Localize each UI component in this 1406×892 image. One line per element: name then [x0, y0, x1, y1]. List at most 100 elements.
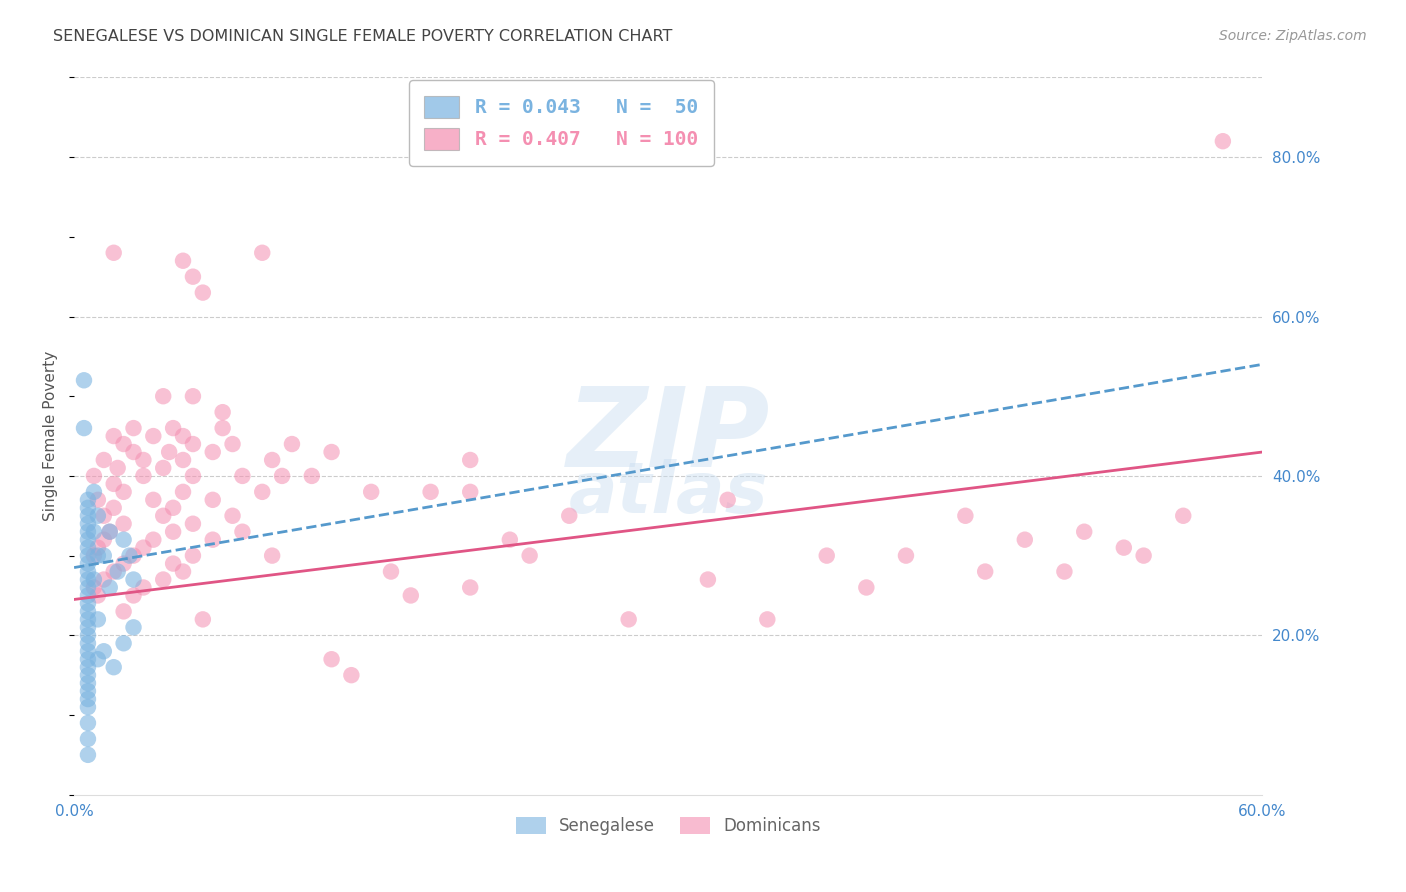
Point — [77, 500, 100, 515]
Point — [87, 612, 110, 626]
Point — [162, 421, 184, 435]
Point — [98, 581, 121, 595]
Point — [152, 573, 174, 587]
Point — [181, 469, 204, 483]
Point — [252, 484, 274, 499]
Point — [93, 573, 115, 587]
Point — [974, 565, 997, 579]
Point — [87, 652, 110, 666]
Point — [122, 589, 145, 603]
Point — [77, 700, 100, 714]
Point — [87, 492, 110, 507]
Text: SENEGALESE VS DOMINICAN SINGLE FEMALE POVERTY CORRELATION CHART: SENEGALESE VS DOMINICAN SINGLE FEMALE PO… — [53, 29, 673, 44]
Point — [157, 445, 180, 459]
Point — [756, 612, 779, 626]
Point — [172, 484, 194, 499]
Point — [617, 612, 640, 626]
Point — [696, 573, 718, 587]
Legend: Senegalese, Dominicans: Senegalese, Dominicans — [508, 809, 830, 844]
Point — [855, 581, 877, 595]
Point — [162, 500, 184, 515]
Point — [1073, 524, 1095, 539]
Point — [1173, 508, 1195, 523]
Point — [1053, 565, 1076, 579]
Point — [172, 453, 194, 467]
Point — [77, 652, 100, 666]
Point — [77, 557, 100, 571]
Point — [107, 461, 129, 475]
Point — [77, 612, 100, 626]
Point — [172, 565, 194, 579]
Point — [152, 389, 174, 403]
Point — [152, 508, 174, 523]
Point — [112, 636, 135, 650]
Point — [458, 484, 481, 499]
Point — [221, 508, 243, 523]
Point — [77, 668, 100, 682]
Point — [252, 245, 274, 260]
Point — [211, 405, 233, 419]
Point — [77, 604, 100, 618]
Point — [93, 533, 115, 547]
Point — [112, 516, 135, 531]
Point — [103, 660, 125, 674]
Point — [103, 500, 125, 515]
Point — [98, 524, 121, 539]
Point — [399, 589, 422, 603]
Point — [152, 461, 174, 475]
Point — [262, 549, 284, 563]
Point — [301, 469, 323, 483]
Point — [132, 541, 155, 555]
Point — [172, 253, 194, 268]
Point — [380, 565, 402, 579]
Point — [87, 549, 110, 563]
Point — [112, 484, 135, 499]
Point — [340, 668, 363, 682]
Text: ZIP: ZIP — [567, 383, 770, 490]
Point — [142, 533, 165, 547]
Point — [112, 533, 135, 547]
Point — [122, 573, 145, 587]
Text: atlas: atlas — [568, 459, 768, 528]
Point — [142, 429, 165, 443]
Point — [77, 628, 100, 642]
Point — [181, 437, 204, 451]
Point — [87, 508, 110, 523]
Point — [271, 469, 294, 483]
Point — [83, 573, 105, 587]
Point — [77, 524, 100, 539]
Point — [1132, 549, 1154, 563]
Point — [103, 429, 125, 443]
Point — [172, 429, 194, 443]
Point — [1212, 134, 1234, 148]
Point — [162, 557, 184, 571]
Point — [77, 692, 100, 706]
Point — [77, 596, 100, 610]
Point — [77, 589, 100, 603]
Point — [77, 731, 100, 746]
Point — [77, 644, 100, 658]
Point — [519, 549, 541, 563]
Point — [360, 484, 382, 499]
Point — [221, 437, 243, 451]
Point — [558, 508, 581, 523]
Point — [77, 533, 100, 547]
Point — [77, 676, 100, 690]
Point — [93, 453, 115, 467]
Point — [262, 453, 284, 467]
Text: Source: ZipAtlas.com: Source: ZipAtlas.com — [1219, 29, 1367, 43]
Point — [103, 245, 125, 260]
Point — [118, 549, 141, 563]
Point — [122, 620, 145, 634]
Point — [191, 285, 214, 300]
Y-axis label: Single Female Poverty: Single Female Poverty — [44, 351, 58, 521]
Point — [458, 453, 481, 467]
Point — [211, 421, 233, 435]
Point — [73, 421, 96, 435]
Point — [162, 524, 184, 539]
Point — [458, 581, 481, 595]
Point — [83, 581, 105, 595]
Point — [77, 516, 100, 531]
Point — [181, 389, 204, 403]
Point — [201, 492, 224, 507]
